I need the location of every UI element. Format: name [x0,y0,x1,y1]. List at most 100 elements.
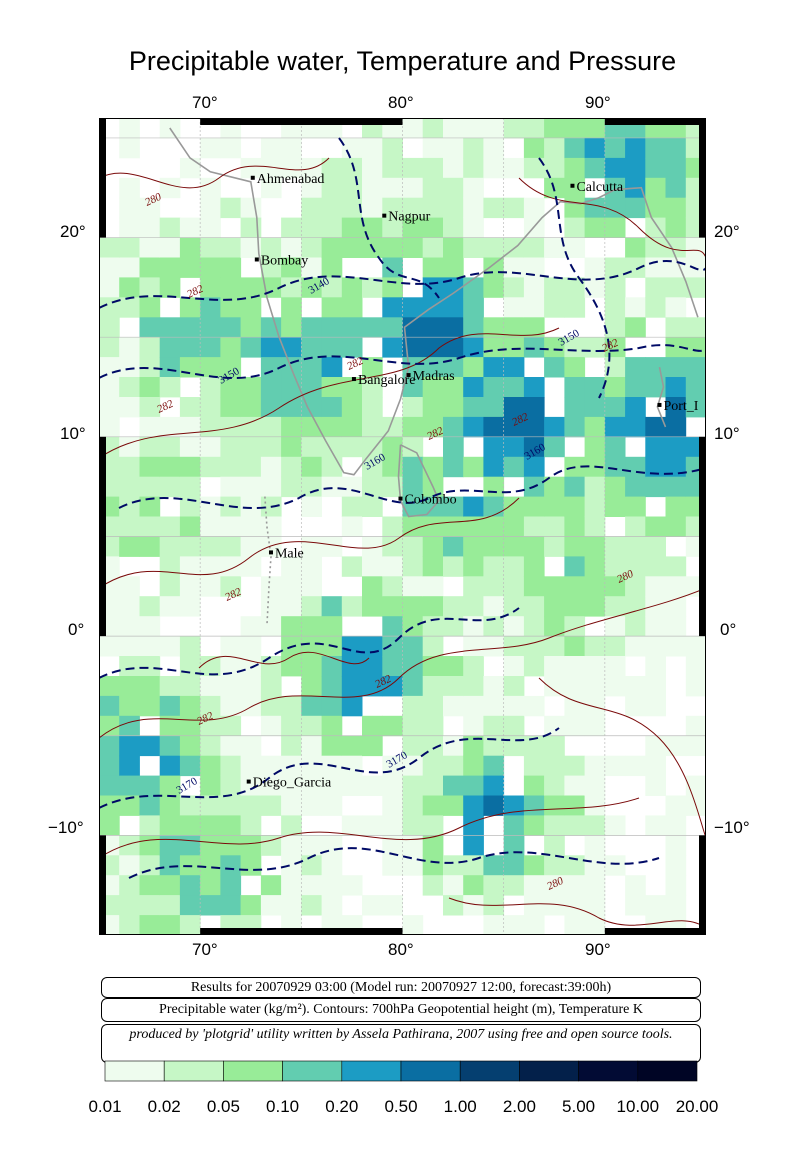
precip-cell [685,377,706,398]
precip-cell [503,357,525,378]
precip-cell [584,137,606,159]
precip-cell [645,297,666,318]
precip-cell [483,416,505,438]
colorbar-label: 0.01 [88,1097,122,1116]
precip-cell [443,556,464,577]
precip-cell [220,636,242,657]
precip-cell [382,456,403,478]
precip-cell [443,516,464,537]
precip-cell [443,257,464,278]
precip-cell [179,476,201,498]
precip-cell [422,416,444,438]
precip-cell [564,576,586,597]
precip-cell [139,735,161,757]
precip-cell [584,496,606,517]
precip-cell [119,197,140,219]
precip-cell [179,835,201,856]
precip-cell [645,895,666,916]
precip-cell [159,516,181,537]
precip-cell [665,177,687,199]
precip-cell [260,337,282,358]
precip-cell [564,895,586,916]
precip-cell [240,695,262,717]
precip-cell [564,636,586,657]
precip-cell [281,735,302,757]
precip-cell [523,118,545,139]
precip-cell [301,755,322,777]
precip-cell [220,416,242,438]
lon-label-top-80: 80° [388,93,414,112]
precip-cell [240,297,262,318]
precip-cell [402,755,424,777]
precip-cell [179,237,201,258]
precip-cell [99,277,120,298]
precip-cell [119,695,140,717]
precip-cell [341,695,363,717]
precip-cell [503,795,525,816]
precip-cell [260,177,282,199]
precip-cell [685,237,706,258]
precip-cell [341,556,363,577]
precip-cell [422,556,444,577]
precip-cell [362,177,383,199]
precip-cell [139,436,161,458]
precip-cell [382,636,403,657]
precip-cell [604,536,626,557]
precip-cell [321,237,343,258]
precip-cell [625,397,646,418]
precip-cell [119,277,140,298]
precip-cell [503,616,525,637]
precip-cell [645,476,666,498]
colorbar-label: 0.50 [384,1097,418,1116]
precip-cell [625,416,646,438]
precip-cell [382,895,403,916]
precip-cell [544,835,565,856]
city-label-bombay: Bombay [261,253,308,268]
precip-cell [179,217,201,238]
precip-cell [402,695,424,717]
precip-cell [564,337,586,358]
precip-cell [463,636,484,657]
precip-cell [564,118,586,139]
precip-cell [402,456,424,478]
precip-cell [240,496,262,517]
precip-cell [503,875,525,896]
precip-cell [382,795,403,816]
city-label-colombo: Colombo [404,493,456,508]
precip-cell [665,137,687,159]
precip-cell [483,915,505,935]
precip-cell [564,277,586,298]
precip-cell [625,516,646,537]
precip-cell [220,895,242,916]
precip-cell [604,855,626,876]
lon-label-bottom-80: 80° [388,940,414,959]
precip-cell [220,536,242,557]
precip-cell [179,397,201,418]
precip-cell [382,257,403,278]
precip-cell [321,416,343,438]
precip-cell [483,676,505,697]
precip-cell [301,695,322,717]
precip-cell [443,416,464,438]
precip-cell [685,676,706,697]
height-contour-line [128,847,660,879]
precip-cell [604,416,626,438]
precip-cell [483,775,505,796]
precip-cell [422,377,444,398]
precip-cell [544,636,565,657]
precip-cell [321,695,343,717]
precip-cell [139,277,161,298]
precip-cell [463,317,484,338]
precip-cell [503,656,525,677]
precip-cell [402,656,424,677]
precip-cell [544,795,565,816]
precip-cell [402,915,424,935]
precip-cell [220,855,242,876]
precip-cell [301,197,322,219]
precip-cell [240,317,262,338]
precip-cell [564,476,586,498]
precip-cell [341,755,363,777]
precip-cell [382,855,403,876]
precip-cell [523,496,545,517]
precip-cell [625,596,646,617]
